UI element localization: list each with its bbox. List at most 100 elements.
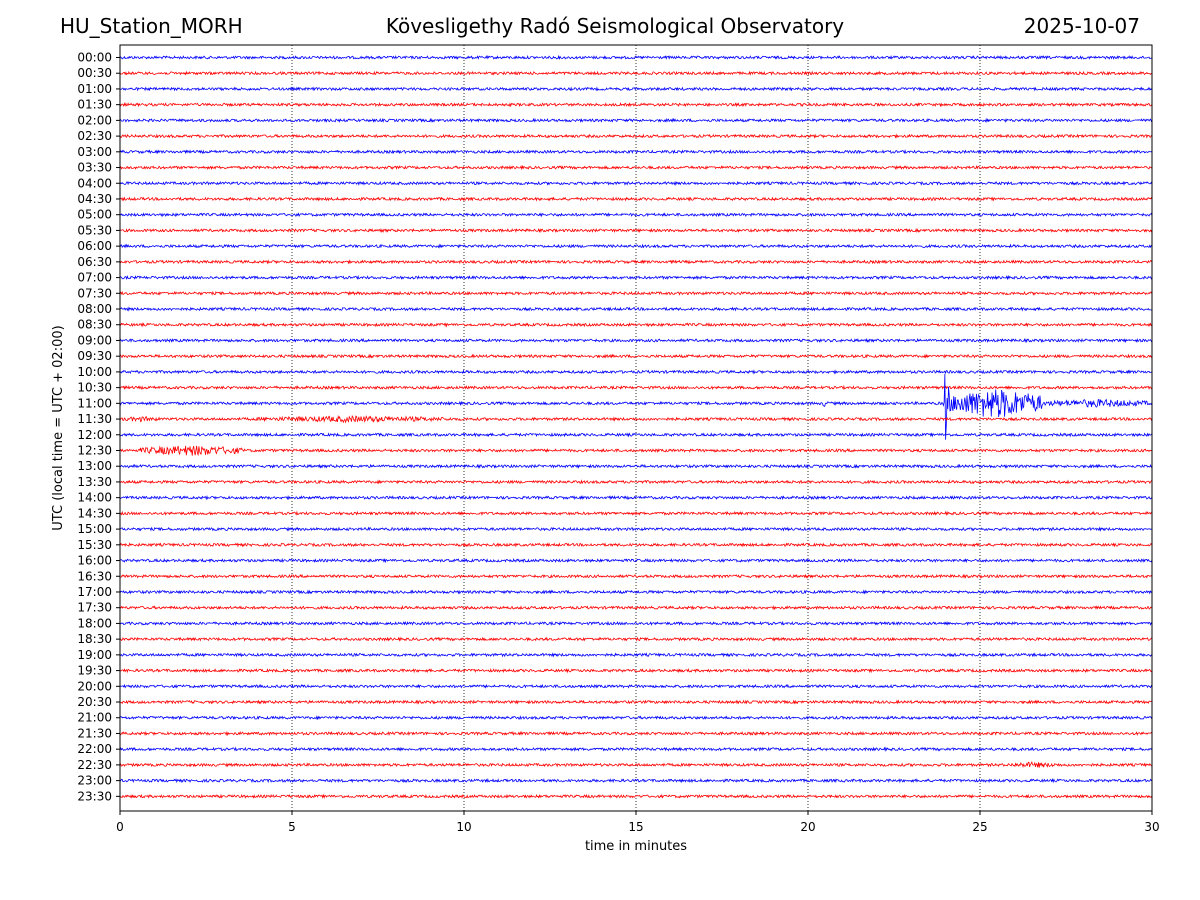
trace-row-0900: [119, 337, 1153, 344]
station-name: HU_Station_MORH: [60, 14, 243, 38]
x-axis: 0 5 10 15 20 25 30: [116, 811, 1160, 834]
trace-row-1030: [119, 384, 1153, 391]
x-tick-label: 0: [116, 820, 124, 834]
trace-row-0300: [119, 149, 1153, 155]
trace-row-1100: [119, 373, 1153, 440]
x-tick-label: 20: [800, 820, 815, 834]
y-tick-label: 16:30: [77, 569, 112, 583]
y-tick-label: 10:30: [77, 381, 112, 395]
trace-row-0330: [119, 164, 1153, 171]
y-tick-label: 14:30: [77, 506, 112, 520]
x-tick-label: 25: [972, 820, 987, 834]
y-tick-label: 15:30: [77, 538, 112, 552]
x-tick-label: 5: [288, 820, 296, 834]
y-tick-label: 05:30: [77, 223, 112, 237]
trace-row-1300: [119, 463, 1153, 469]
trace-row-0030: [119, 70, 1153, 76]
trace-row-1430: [119, 510, 1153, 517]
y-tick-label: 18:30: [77, 632, 112, 646]
x-tick-label: 30: [1144, 820, 1159, 834]
trace-row-1400: [119, 494, 1153, 501]
trace-row-0130: [119, 101, 1153, 108]
y-tick-label: 19:00: [77, 648, 112, 662]
trace-row-0800: [119, 306, 1153, 312]
y-tick-label: 04:00: [77, 176, 112, 190]
y-tick-label: 02:30: [77, 129, 112, 143]
y-tick-label: 08:00: [77, 302, 112, 316]
trace-row-1630: [119, 573, 1153, 579]
trace-row-2300: [119, 778, 1153, 784]
trace-row-0430: [119, 196, 1153, 202]
trace-row-0200: [119, 117, 1153, 123]
y-tick-label: 17:30: [77, 601, 112, 615]
trace-row-1700: [119, 589, 1153, 595]
y-tick-label: 14:00: [77, 491, 112, 505]
y-tick-label: 04:30: [77, 192, 112, 206]
trace-row-1200: [119, 432, 1153, 438]
y-tick-label: 15:00: [77, 522, 112, 536]
trace-row-2200: [119, 746, 1153, 752]
trace-row-2330: [119, 793, 1153, 800]
y-tick-label: 01:30: [77, 98, 112, 112]
y-tick-label: 11:00: [77, 396, 112, 410]
trace-row-1800: [119, 620, 1153, 627]
y-tick-label: 09:30: [77, 349, 112, 363]
y-tick-label: 12:30: [77, 444, 112, 458]
trace-row-1500: [119, 526, 1153, 532]
y-tick-label: 06:30: [77, 255, 112, 269]
trace-row-0830: [119, 322, 1153, 328]
trace-row-0930: [119, 353, 1153, 359]
trace-row-2030: [119, 699, 1153, 705]
trace-row-0100: [119, 86, 1153, 92]
y-tick-label: 17:00: [77, 585, 112, 599]
trace-row-0500: [119, 212, 1153, 218]
y-tick-label: 21:00: [77, 711, 112, 725]
trace-row-2100: [119, 715, 1153, 721]
trace-row-1830: [119, 636, 1153, 642]
trace-row-0230: [119, 133, 1153, 139]
trace-row-0600: [119, 243, 1153, 249]
plot-date: 2025-10-07: [1023, 14, 1140, 38]
trace-row-1230: [119, 445, 1153, 457]
y-tick-label: 23:00: [77, 774, 112, 788]
observatory-title: Kövesligethy Radó Seismological Observat…: [385, 14, 845, 38]
trace-row-0630: [119, 259, 1153, 265]
y-tick-label: 22:30: [77, 758, 112, 772]
y-tick-label: 05:00: [77, 208, 112, 222]
trace-row-1330: [119, 479, 1153, 485]
trace-row-1900: [119, 652, 1153, 658]
seismic-traces: [119, 54, 1153, 800]
trace-row-1530: [119, 542, 1153, 548]
trace-row-2000: [119, 683, 1153, 689]
x-tick-label: 15: [628, 820, 643, 834]
trace-row-0700: [119, 274, 1153, 281]
trace-row-0730: [119, 290, 1153, 296]
y-tick-label: 21:30: [77, 726, 112, 740]
y-tick-label: 23:30: [77, 789, 112, 803]
trace-row-1000: [119, 369, 1153, 375]
y-tick-label: 02:00: [77, 113, 112, 127]
y-tick-label: 07:30: [77, 286, 112, 300]
y-tick-label: 20:30: [77, 695, 112, 709]
y-tick-label: 06:00: [77, 239, 112, 253]
trace-row-1130: [119, 414, 1153, 424]
y-tick-label: 00:00: [77, 51, 112, 65]
trace-row-2230: [119, 760, 1153, 768]
trace-row-0530: [119, 227, 1153, 234]
trace-row-2130: [119, 730, 1153, 737]
y-tick-label: 22:00: [77, 742, 112, 756]
y-tick-label: 19:30: [77, 664, 112, 678]
y-tick-label: 03:00: [77, 145, 112, 159]
y-tick-label: 18:00: [77, 616, 112, 630]
trace-row-0000: [119, 54, 1153, 61]
y-tick-label: 13:00: [77, 459, 112, 473]
y-tick-label: 08:30: [77, 318, 112, 332]
y-tick-label: 01:00: [77, 82, 112, 96]
trace-row-1930: [119, 667, 1153, 674]
trace-row-0400: [119, 180, 1153, 186]
y-tick-label: 13:30: [77, 475, 112, 489]
trace-row-1600: [119, 557, 1153, 564]
y-axis-label: UTC (local time = UTC + 02:00): [51, 325, 66, 530]
